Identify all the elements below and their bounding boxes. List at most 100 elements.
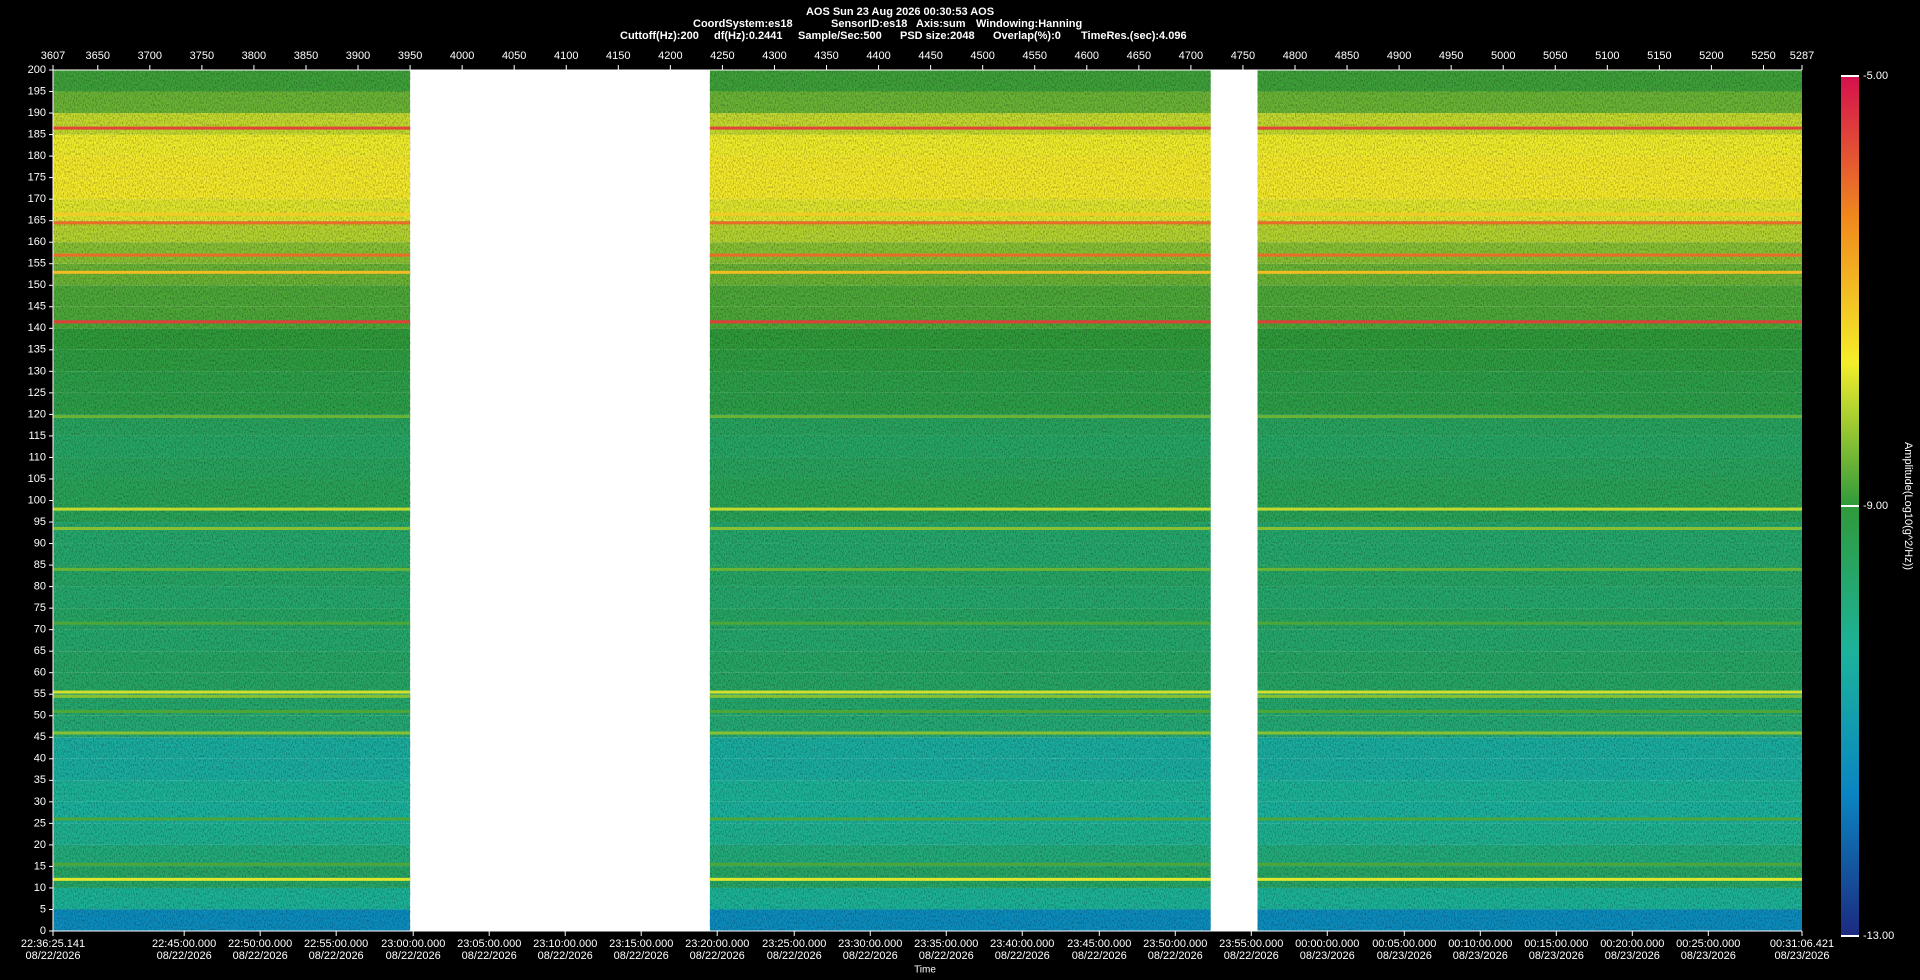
x-tick-label: 3950 — [398, 50, 422, 62]
colorbar-label: Amplitude(Log10(g^2/Hz)) — [1902, 442, 1914, 570]
spectral-line — [53, 877, 411, 881]
spectral-line — [709, 862, 1211, 866]
y-tick-label: 115 — [28, 430, 46, 442]
spectral-line — [53, 862, 411, 866]
y-tick-label: 90 — [34, 537, 46, 549]
texture — [709, 70, 1211, 931]
spectral-line — [709, 221, 1211, 225]
y-tick-label: 30 — [34, 796, 46, 808]
time-tick-date: 08/22/2026 — [25, 950, 80, 962]
texture — [1257, 70, 1802, 931]
x-tick-label: 4300 — [762, 50, 786, 62]
time-tick-label: 23:05:00.000 — [457, 938, 521, 950]
spectral-line — [1257, 709, 1802, 713]
time-tick-label: 23:30:00.000 — [838, 938, 902, 950]
y-tick-label: 200 — [28, 64, 46, 76]
x-tick-label: 4650 — [1127, 50, 1151, 62]
spectral-line — [1257, 212, 1802, 216]
time-tick-label: 22:50:00.000 — [228, 938, 292, 950]
x-tick-label: 3900 — [346, 50, 370, 62]
x-tick-label: 4200 — [658, 50, 682, 62]
spectral-line — [709, 270, 1211, 274]
x-tick-label: 4250 — [710, 50, 734, 62]
chart-title: AOS Sun 23 Aug 2026 00:30:53 AOS — [806, 6, 994, 18]
time-tick-date: 08/22/2026 — [1072, 950, 1127, 962]
time-tick-date: 08/23/2026 — [1377, 950, 1432, 962]
colorbar-tick-label: -9.00 — [1863, 500, 1888, 512]
y-tick-label: 45 — [34, 731, 46, 743]
spectral-line — [53, 731, 411, 735]
spectrogram — [53, 70, 1802, 931]
time-tick-date: 08/22/2026 — [386, 950, 441, 962]
time-tick-date: 08/23/2026 — [1605, 950, 1660, 962]
x-tick-label: 4800 — [1283, 50, 1307, 62]
y-tick-label: 50 — [34, 710, 46, 722]
time-tick-date: 08/23/2026 — [1529, 950, 1584, 962]
info-item: Axis:sum — [916, 18, 966, 30]
time-tick-label: 22:36:25.141 — [21, 938, 85, 950]
spectral-line — [1257, 731, 1802, 735]
x-tick-label: 3607 — [41, 50, 65, 62]
y-tick-label: 5 — [40, 903, 46, 915]
spectral-line — [1257, 567, 1802, 571]
x-tick-label: 3700 — [138, 50, 162, 62]
y-tick-label: 80 — [34, 581, 46, 593]
y-tick-label: 10 — [34, 882, 46, 894]
y-tick-label: 35 — [34, 774, 46, 786]
x-tick-label: 4750 — [1231, 50, 1255, 62]
x-tick-label: 5000 — [1491, 50, 1515, 62]
x-tick-label: 5250 — [1751, 50, 1775, 62]
time-tick-label: 23:15:00.000 — [609, 938, 673, 950]
spectral-line — [1257, 817, 1802, 821]
time-tick-label: 23:10:00.000 — [533, 938, 597, 950]
y-tick-label: 65 — [34, 645, 46, 657]
x-tick-label: 4700 — [1179, 50, 1203, 62]
y-tick-label: 130 — [28, 365, 46, 377]
y-tick-label: 55 — [34, 688, 46, 700]
y-tick-label: 155 — [28, 258, 46, 270]
y-tick-label: 20 — [34, 839, 46, 851]
spectral-line — [709, 126, 1211, 130]
time-tick-label: 00:15:00.000 — [1524, 938, 1588, 950]
y-tick-label: 140 — [28, 322, 46, 334]
spectral-line — [1257, 320, 1802, 324]
spectral-line — [709, 212, 1211, 216]
x-tick-label: 4950 — [1439, 50, 1463, 62]
y-tick-label: 165 — [28, 215, 46, 227]
spectral-line — [1257, 694, 1802, 698]
info-item: CoordSystem:es18 — [693, 18, 793, 30]
texture — [53, 70, 411, 931]
spectral-line — [709, 567, 1211, 571]
x-tick-label: 3850 — [294, 50, 318, 62]
time-tick-date: 08/23/2026 — [1300, 950, 1355, 962]
x-tick-label: 5150 — [1647, 50, 1671, 62]
time-tick-date: 08/22/2026 — [690, 950, 745, 962]
time-tick-date: 08/22/2026 — [767, 950, 822, 962]
x-tick-label: 5287 — [1790, 50, 1814, 62]
x-tick-label: 4600 — [1075, 50, 1099, 62]
info-item: SensorID:es18 — [831, 18, 907, 30]
spectral-line — [709, 415, 1211, 419]
spectral-line — [53, 415, 411, 419]
spectral-line — [53, 253, 411, 257]
y-tick-label: 180 — [28, 150, 46, 162]
spectral-line — [709, 694, 1211, 698]
spectral-line — [53, 567, 411, 571]
x-tick-label: 5050 — [1543, 50, 1567, 62]
time-tick-date: 08/22/2026 — [1224, 950, 1279, 962]
info-item: Cuttoff(Hz):200 — [620, 30, 699, 42]
time-tick-label: 00:25:00.000 — [1676, 938, 1740, 950]
spectral-line — [1257, 507, 1802, 511]
y-tick-label: 100 — [28, 494, 46, 506]
y-tick-label: 105 — [28, 473, 46, 485]
spectral-line — [709, 817, 1211, 821]
y-tick-label: 25 — [34, 817, 46, 829]
spectral-line — [53, 817, 411, 821]
time-tick-label: 22:45:00.000 — [152, 938, 216, 950]
spectral-line — [1257, 877, 1802, 881]
spectral-line — [709, 709, 1211, 713]
x-tick-label: 4550 — [1022, 50, 1046, 62]
spectral-line — [709, 621, 1211, 625]
spectral-line — [709, 507, 1211, 511]
